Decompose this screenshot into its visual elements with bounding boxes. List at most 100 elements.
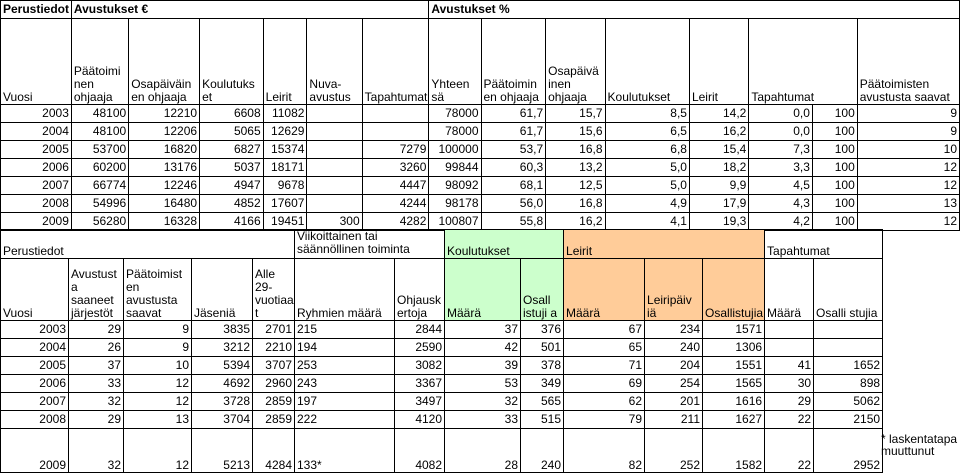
group-header-avustukset-eur: Avustukset € [70, 0, 430, 19]
table-cell: 1616 [702, 392, 766, 411]
table-cell [764, 338, 815, 357]
group-header-leirit: Leirit [563, 229, 766, 259]
table-cell: 8,5 [604, 104, 690, 123]
table-cell: 17607 [262, 194, 308, 213]
column-header: Tapahtumat [748, 18, 858, 105]
table-cell: 2952 [813, 428, 884, 473]
column-header: Määrä [444, 258, 522, 321]
table-cell: 9 [123, 320, 192, 339]
table-cell: 3835 [191, 320, 253, 339]
table-cell: 4120 [393, 410, 446, 429]
table-cell: 100 [811, 194, 858, 213]
table-cell: 6,8 [604, 140, 690, 159]
group-header-perustiedot: Perustiedot [0, 229, 295, 259]
table-row: 2008 54996 16480 4852 17607 4244 98178 56,0 16,8… [0, 194, 960, 213]
table-cell: 12,5 [545, 176, 606, 195]
column-header: Osapäivä inen ohjaaja [545, 18, 606, 105]
table-cell: 4166 [199, 212, 264, 231]
table-cell: 2590 [393, 338, 446, 357]
table-cell: 12 [856, 158, 960, 177]
table-cell: 898 [813, 374, 884, 393]
table-cell: 11082 [262, 104, 308, 123]
table-cell: 376 [520, 320, 565, 339]
table-cell: 13176 [128, 158, 201, 177]
table-cell: 3082 [393, 356, 446, 375]
column-header: Nuva-avustus [306, 18, 363, 105]
table-cell [306, 104, 363, 123]
table-cell: 1571 [702, 320, 766, 339]
table-cell: 26 [68, 338, 124, 357]
table-cell: 15,7 [545, 104, 606, 123]
table-cell [306, 140, 363, 159]
table-cell: 515 [520, 410, 565, 429]
table-cell: 3260 [361, 158, 430, 177]
table-cell: 194 [294, 338, 395, 357]
table-cell: 0,0 [748, 104, 813, 123]
table-cell: 33 [444, 410, 522, 429]
table-cell: 16,8 [545, 194, 606, 213]
table-cell: 71 [563, 356, 646, 375]
table-cell: 2008 [0, 410, 69, 429]
table-row: 2004 26 9 3212 2210 194 2590 42 501 65 240 1306 [0, 338, 884, 357]
table-cell: 16328 [128, 212, 201, 231]
column-header: Leirit [688, 18, 750, 105]
table-cell: 7279 [361, 140, 430, 159]
table-cell: 9,9 [688, 176, 750, 195]
table-cell: 16,2 [688, 122, 750, 141]
table-row: 2006 60200 13176 5037 18171 3260 99844 60,3 13,2… [0, 158, 960, 177]
table-cell [813, 320, 884, 339]
table-row: 2008 29 13 3704 2859 222 4120 33 515 79 211 1627 22 2… [0, 410, 884, 429]
table-cell: 2007 [0, 392, 69, 411]
table-cell: 48100 [70, 104, 130, 123]
table-cell: 2008 [0, 194, 72, 213]
table-cell: 100 [811, 104, 858, 123]
table-cell: 98092 [428, 176, 482, 195]
table-cell: 100807 [428, 212, 482, 231]
table-cell: 12246 [128, 176, 201, 195]
table-cell: 215 [294, 320, 395, 339]
table-cell: 33 [68, 374, 124, 393]
table-cell: 12 [856, 212, 960, 231]
column-header: Päätoimisten avustusta saavat [856, 18, 960, 105]
table-cell: 4852 [199, 194, 264, 213]
column-header: Määrä [563, 258, 646, 321]
table-cell: 29 [68, 410, 124, 429]
column-header: Päätoimist en avustusta saavat [123, 258, 192, 321]
table-cell: 79 [563, 410, 646, 429]
table-cell: 2960 [252, 374, 295, 393]
table-cell: 32 [68, 428, 124, 473]
table-cell: 100000 [428, 140, 482, 159]
table-cell: 234 [644, 320, 704, 339]
table-cell: 4284 [252, 428, 295, 473]
table-cell: 13 [856, 194, 960, 213]
column-header: Leirit [262, 18, 308, 105]
table-cell: 56280 [70, 212, 130, 231]
table-cell: 68,1 [480, 176, 547, 195]
table-cell: 2006 [0, 374, 69, 393]
table-row: 2003 48100 12210 6608 11082 78000 61,7 15,7 8,5 1… [0, 104, 960, 123]
table-cell: 42 [444, 338, 522, 357]
table-cell: 5,0 [604, 158, 690, 177]
table-cell: 1652 [813, 356, 884, 375]
table-cell: 9678 [262, 176, 308, 195]
table-cell: 252 [644, 428, 704, 473]
table-cell: 100 [811, 158, 858, 177]
table-cell: 69 [563, 374, 646, 393]
table-cell: 30 [764, 374, 815, 393]
table-cell: 67 [563, 320, 646, 339]
table-cell [306, 176, 363, 195]
column-header: Ryhmien määrä [294, 258, 395, 321]
table-cell: 6608 [199, 104, 264, 123]
table-cell: 2004 [0, 122, 72, 141]
table-cell: 4,9 [604, 194, 690, 213]
column-header: Alle 29-vuotiaa t [252, 258, 295, 321]
table-cell: 22 [764, 428, 815, 473]
table-cell: 14,2 [688, 104, 750, 123]
table-cell: 48100 [70, 122, 130, 141]
table-cell: 4,1 [604, 212, 690, 231]
table-cell: 66774 [70, 176, 130, 195]
table-cell: 197 [294, 392, 395, 411]
table-cell: 39 [444, 356, 522, 375]
table-cell: 4947 [199, 176, 264, 195]
table1-column-header-row: Vuosi Päätoimi nen ohjaaja Osapäiväin en… [0, 18, 960, 105]
